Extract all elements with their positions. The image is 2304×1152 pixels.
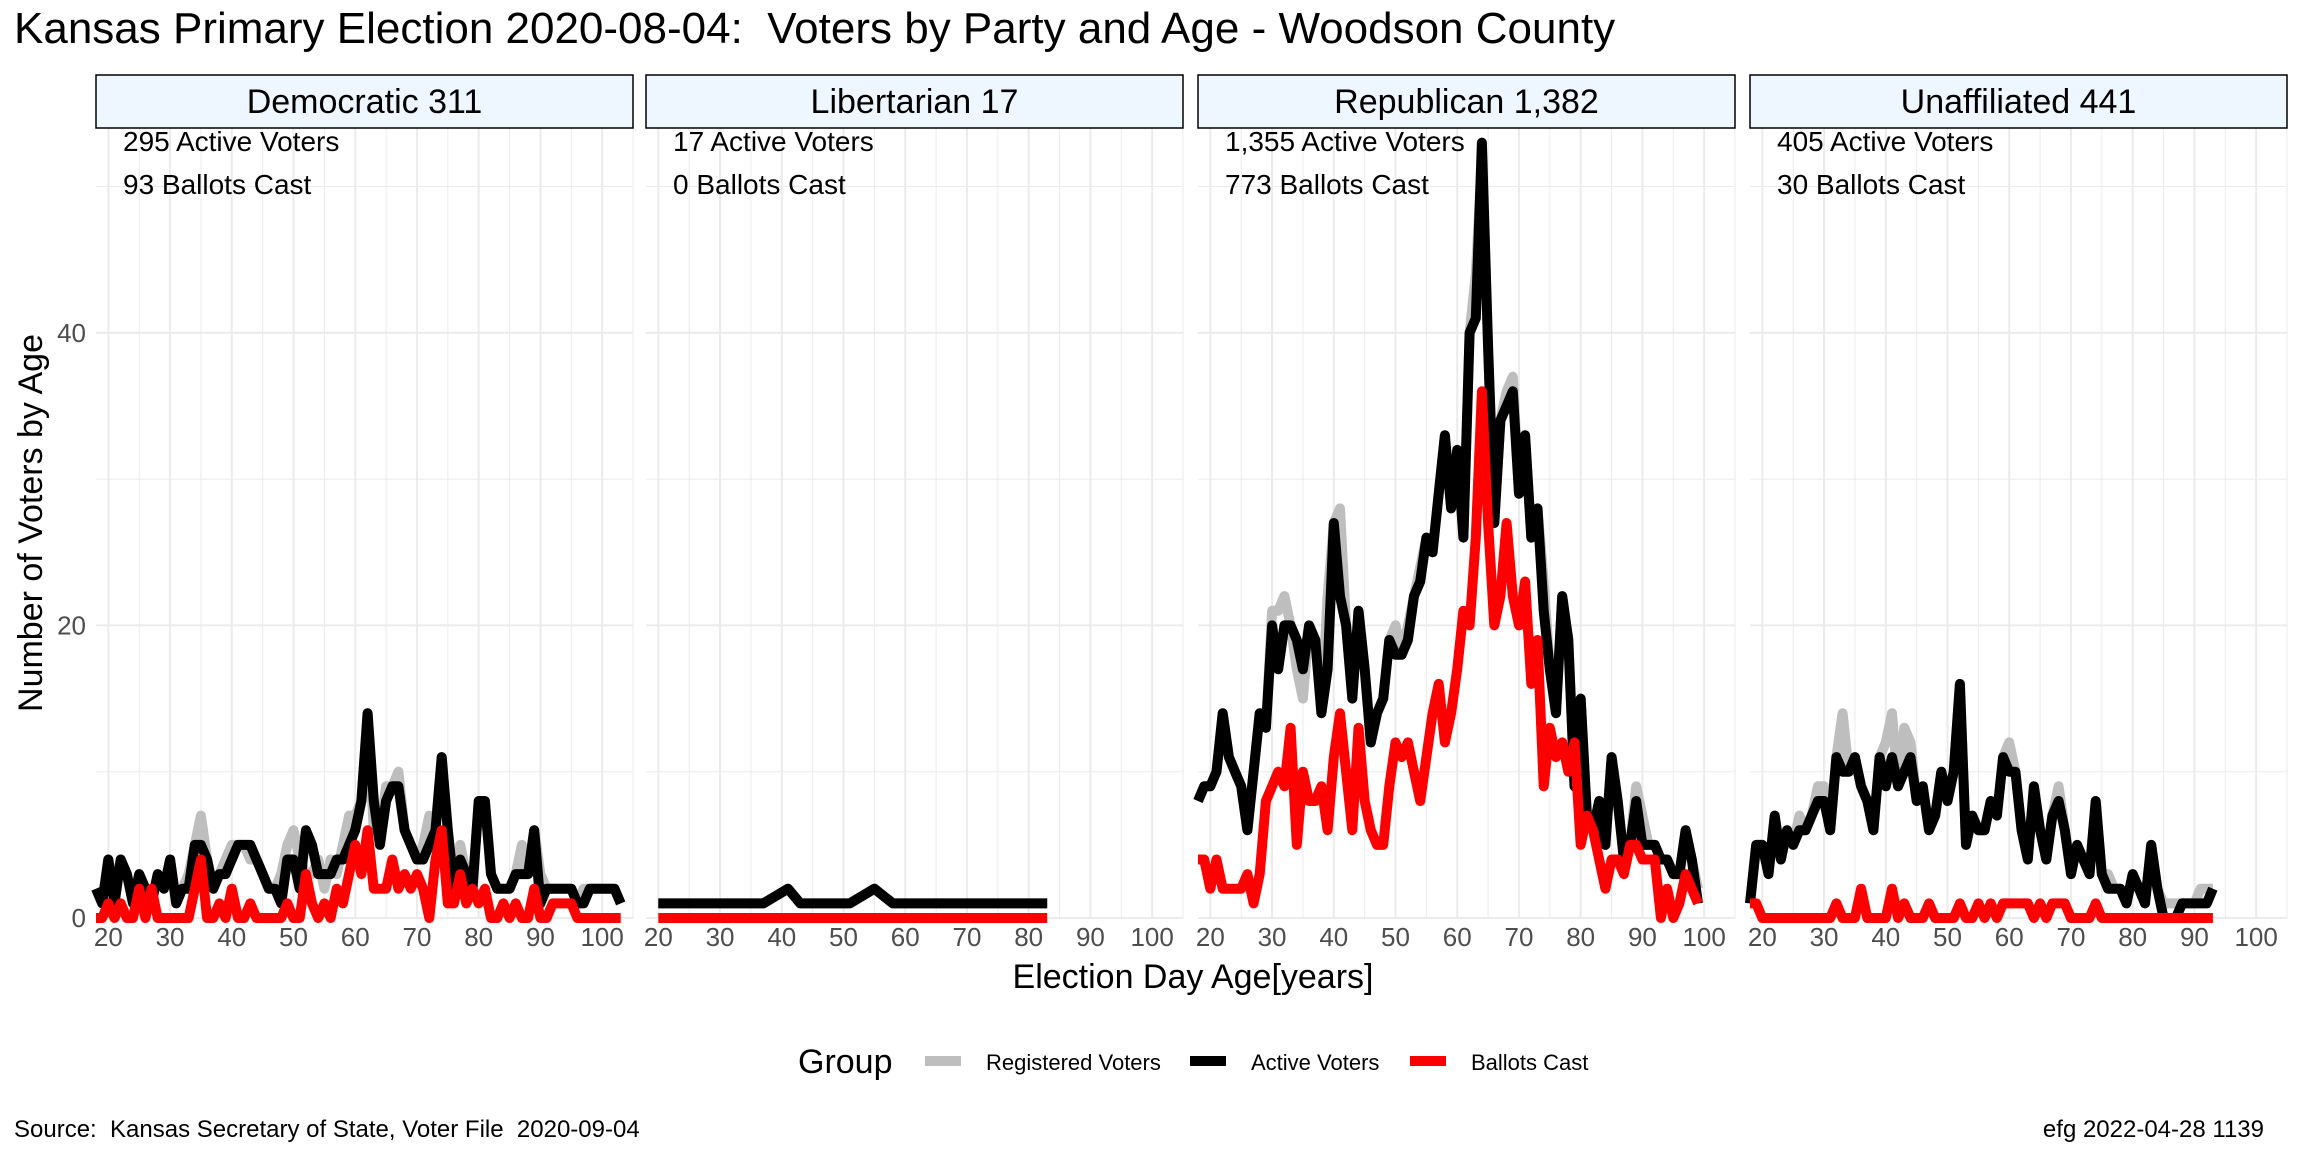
x-tick-label: 30 bbox=[706, 922, 735, 952]
facet-strip bbox=[1749, 74, 2288, 129]
y-axis-title: Number of Voters by Age bbox=[12, 334, 50, 712]
source-note: Source: Kansas Secretary of State, Voter… bbox=[14, 1116, 640, 1143]
x-tick-label: 100 bbox=[1682, 922, 1725, 952]
facet-strip bbox=[645, 74, 1184, 129]
y-tick-label: 0 bbox=[72, 903, 86, 933]
x-tick-label: 90 bbox=[1628, 922, 1657, 952]
series-line-active-voters bbox=[658, 883, 1048, 909]
x-tick-label: 80 bbox=[1014, 922, 1043, 952]
facet-strip-label: Democratic 311 bbox=[247, 83, 483, 121]
x-axis-title: Election Day Age[years] bbox=[1013, 958, 1374, 996]
series-line-active-voters bbox=[1745, 678, 2218, 923]
x-tick-label: 70 bbox=[2057, 922, 2086, 952]
x-tick-label: 70 bbox=[403, 922, 432, 952]
x-tick-label: 40 bbox=[217, 922, 246, 952]
x-tick-label: 60 bbox=[891, 922, 920, 952]
x-tick-label: 80 bbox=[464, 922, 493, 952]
x-tick-label: 20 bbox=[1748, 922, 1777, 952]
x-tick-label: 90 bbox=[526, 922, 555, 952]
x-tick-label: 50 bbox=[1381, 922, 1410, 952]
x-tick-label: 40 bbox=[1319, 922, 1348, 952]
legend-label: Ballots Cast bbox=[1471, 1050, 1588, 1075]
x-tick-label: 60 bbox=[1995, 922, 2024, 952]
chart-title: Kansas Primary Election 2020-08-04: Vote… bbox=[14, 4, 1616, 53]
x-tick-label: 100 bbox=[1130, 922, 1173, 952]
panel-annotation: 773 Ballots Cast bbox=[1225, 169, 1429, 200]
x-tick-label: 30 bbox=[1258, 922, 1287, 952]
x-tick-label: 20 bbox=[94, 922, 123, 952]
x-tick-label: 30 bbox=[156, 922, 185, 952]
x-tick-label: 20 bbox=[1196, 922, 1225, 952]
panel-annotation: 0 Ballots Cast bbox=[673, 169, 846, 200]
panel-annotation: 295 Active Voters bbox=[123, 126, 339, 157]
x-tick-label: 90 bbox=[1076, 922, 1105, 952]
panel-annotation: 93 Ballots Cast bbox=[123, 169, 312, 200]
x-tick-label: 80 bbox=[1566, 922, 1595, 952]
x-tick-label: 70 bbox=[953, 922, 982, 952]
x-tick-label: 50 bbox=[1933, 922, 1962, 952]
x-tick-label: 50 bbox=[279, 922, 308, 952]
x-tick-label: 40 bbox=[767, 922, 796, 952]
series-line-active-voters bbox=[91, 708, 626, 909]
facet-strip-label: Republican 1,382 bbox=[1334, 83, 1599, 121]
series-line-ballots-cast bbox=[1750, 883, 2213, 923]
x-tick-label: 90 bbox=[2180, 922, 2209, 952]
x-tick-label: 60 bbox=[1443, 922, 1472, 952]
panel-annotation: 30 Ballots Cast bbox=[1777, 169, 1966, 200]
facet-strip-label: Unaffiliated 441 bbox=[1901, 83, 2137, 121]
series-line-ballots-cast bbox=[1198, 386, 1703, 923]
facet-strip bbox=[95, 74, 634, 129]
x-tick-label: 40 bbox=[1871, 922, 1900, 952]
x-tick-label: 60 bbox=[341, 922, 370, 952]
x-tick-label: 100 bbox=[580, 922, 623, 952]
facet-strip bbox=[1197, 74, 1736, 129]
y-tick-label: 40 bbox=[57, 318, 86, 348]
y-tick-label: 20 bbox=[57, 610, 86, 640]
x-tick-label: 30 bbox=[1810, 922, 1839, 952]
legend-label: Registered Voters bbox=[986, 1050, 1161, 1075]
creation-stamp: efg 2022-04-28 1139 bbox=[2042, 1116, 2264, 1143]
x-tick-label: 80 bbox=[2118, 922, 2147, 952]
facet-strip-label: Libertarian 17 bbox=[811, 83, 1019, 121]
panel-annotation: 17 Active Voters bbox=[673, 126, 874, 157]
series-line-active-voters bbox=[1193, 137, 1703, 905]
series-line-ballots-cast bbox=[96, 825, 621, 923]
x-tick-label: 50 bbox=[829, 922, 858, 952]
panel-annotation: 405 Active Voters bbox=[1777, 126, 1993, 157]
legend-label: Active Voters bbox=[1251, 1050, 1379, 1075]
x-tick-label: 70 bbox=[1505, 922, 1534, 952]
legend-title: Group bbox=[798, 1043, 893, 1081]
panel-annotation: 1,355 Active Voters bbox=[1225, 126, 1465, 157]
x-tick-label: 20 bbox=[644, 922, 673, 952]
x-tick-label: 100 bbox=[2234, 922, 2277, 952]
